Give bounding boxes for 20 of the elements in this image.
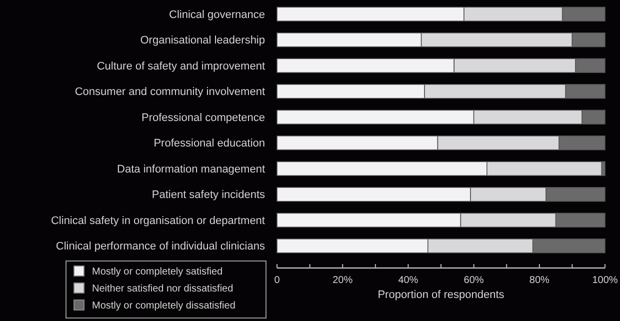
x-axis-title: Proportion of respondents xyxy=(378,289,505,301)
legend-label: Mostly or completely dissatisfied xyxy=(92,300,236,312)
y-tick-label: Clinical safety in organisation or department xyxy=(50,214,265,227)
y-tick-label: Clinical governance xyxy=(169,8,265,21)
x-tick-label: 100% xyxy=(592,275,618,286)
y-tick-label: Data information management xyxy=(117,163,265,176)
y-tick-label: Professional competence xyxy=(141,112,265,124)
y-tick-label: Patient safety incidents xyxy=(152,189,266,202)
x-tick-label: 40% xyxy=(398,275,418,286)
x-tick-label: 20% xyxy=(332,275,353,286)
y-tick-label: Culture of safety and improvement xyxy=(96,60,265,72)
x-tick-label: 0 xyxy=(274,275,280,286)
x-tick-label: 80% xyxy=(529,275,550,286)
legend-label: Neither satisfied nor dissatisfied xyxy=(92,284,234,294)
y-tick-label: Clinical performance of individual clinicians xyxy=(56,240,266,253)
y-tick-label: Professional education xyxy=(154,138,265,150)
legend-label: Mostly or completely satisfied xyxy=(92,266,223,278)
y-tick-label: Consumer and community involvement xyxy=(74,86,265,98)
y-tick-label: Organisational leadership xyxy=(140,34,265,47)
x-tick-label: 60% xyxy=(464,275,484,286)
